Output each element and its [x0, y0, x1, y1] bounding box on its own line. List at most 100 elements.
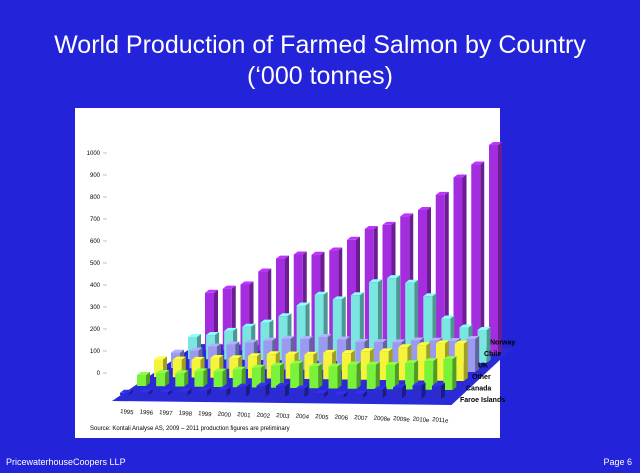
bar	[304, 354, 314, 379]
bar-top	[242, 323, 256, 327]
bar-side	[486, 327, 491, 363]
bar	[226, 344, 236, 369]
bar-top	[248, 353, 261, 357]
bar-side	[356, 361, 361, 389]
bar-top	[198, 387, 211, 391]
bar-top	[453, 174, 467, 178]
bar-top	[266, 351, 280, 355]
bar	[350, 295, 360, 362]
bar-top	[226, 341, 240, 345]
x-tick-label: 2006	[334, 415, 349, 422]
bar	[229, 358, 239, 378]
bar-side	[475, 336, 480, 372]
bar-side	[304, 385, 309, 398]
bar-top	[229, 355, 243, 359]
bar	[271, 365, 281, 388]
bar-side	[226, 386, 231, 397]
bar-top	[251, 364, 265, 368]
legend-label: UK	[478, 363, 488, 370]
x-tick-label: 2007	[354, 415, 369, 422]
bar-side	[498, 142, 502, 354]
bar	[373, 389, 383, 399]
bar-side	[343, 391, 348, 398]
bar-top	[329, 247, 343, 251]
bar-side	[441, 382, 445, 399]
bar	[188, 337, 197, 359]
bar-top	[188, 334, 201, 337]
bar-top	[172, 356, 186, 360]
bar	[385, 365, 395, 390]
bar-top	[417, 342, 431, 346]
bar-top	[379, 348, 393, 352]
bar-side	[222, 368, 227, 387]
bar-top	[466, 336, 480, 339]
bar-top	[405, 279, 419, 283]
bar	[400, 216, 410, 353]
bar-side	[260, 364, 265, 388]
bar	[342, 353, 351, 380]
bar	[412, 385, 422, 399]
bar-top	[222, 285, 236, 289]
bar	[300, 338, 310, 370]
bar	[471, 164, 481, 354]
legend-label: Faroe Islands	[460, 397, 505, 404]
bar	[293, 254, 303, 352]
bar	[258, 271, 268, 351]
bar-top	[276, 383, 289, 386]
bar-side	[382, 386, 387, 399]
bar-side	[165, 370, 170, 387]
y-tick-label: 700	[90, 217, 101, 223]
x-tick-label: 2003	[276, 413, 291, 420]
bar	[290, 363, 300, 388]
bar-side	[168, 389, 172, 396]
bar-top	[364, 226, 378, 230]
bar-side	[462, 174, 467, 354]
bar	[178, 391, 188, 396]
bar-side	[207, 387, 211, 396]
bar	[366, 364, 376, 389]
x-tick-label: 2010e	[412, 417, 430, 425]
bar-top	[258, 268, 272, 272]
bar-top	[194, 368, 208, 372]
bar-top	[334, 391, 348, 395]
bar	[369, 282, 378, 362]
legend-label: Chile	[484, 351, 501, 358]
bar-top	[373, 386, 387, 390]
bar-top	[175, 370, 189, 374]
bar-top	[412, 382, 426, 386]
bar	[309, 366, 319, 389]
bar-top	[271, 362, 285, 366]
bar	[120, 392, 129, 395]
bar	[213, 371, 223, 387]
bar	[285, 354, 295, 379]
bar-top	[159, 389, 172, 393]
x-tick-label: 1995	[120, 409, 135, 416]
bar	[276, 258, 285, 351]
x-tick-label: 2005	[315, 414, 330, 421]
bar-top	[260, 319, 274, 323]
bar	[332, 299, 342, 361]
legend-label: Other	[472, 374, 491, 381]
bar	[347, 364, 357, 389]
bar-side	[452, 356, 457, 390]
legend-label: Canada	[466, 386, 491, 393]
bar	[432, 385, 441, 399]
bar	[328, 366, 338, 389]
bar-side	[299, 360, 304, 388]
bar	[405, 363, 415, 390]
bar-top	[171, 349, 184, 353]
footer-right: Page 6	[603, 457, 632, 467]
bar-top	[400, 213, 414, 217]
bar-top	[387, 275, 401, 279]
bar-top	[385, 362, 399, 366]
bar-top	[477, 327, 491, 330]
bar	[443, 359, 453, 390]
y-tick-label: 400	[90, 283, 101, 289]
bar-side	[187, 388, 192, 396]
bar-top	[309, 363, 323, 367]
bar-top	[263, 337, 277, 341]
bar-top	[244, 339, 258, 343]
bar-top	[205, 289, 218, 293]
bar	[405, 282, 415, 362]
